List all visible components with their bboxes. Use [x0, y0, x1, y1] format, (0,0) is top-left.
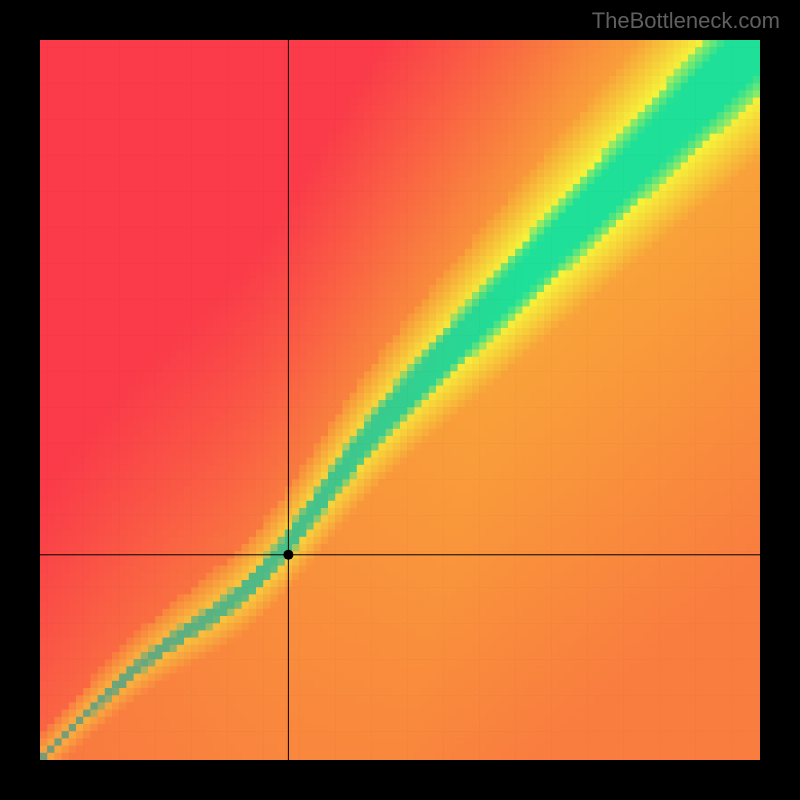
plot-area	[40, 40, 760, 760]
heatmap-canvas	[40, 40, 760, 760]
chart-container: TheBottleneck.com	[0, 0, 800, 800]
watermark-text: TheBottleneck.com	[592, 8, 780, 34]
